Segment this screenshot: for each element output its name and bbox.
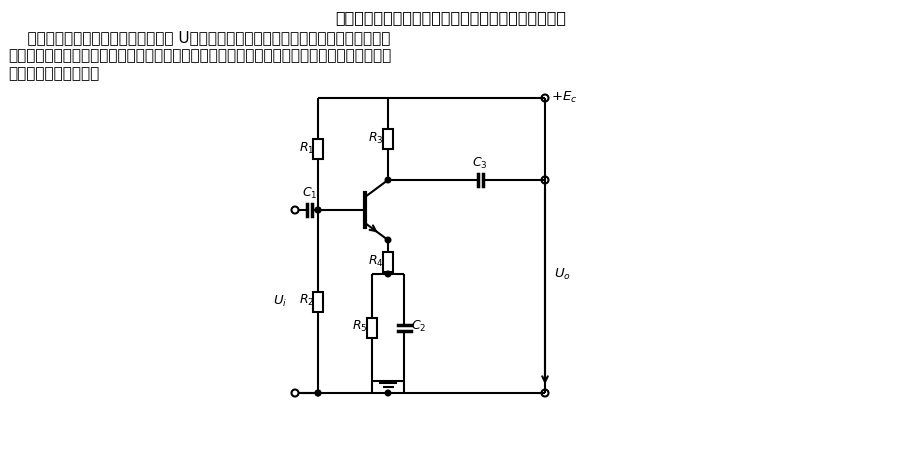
Text: $R_1$: $R_1$ bbox=[299, 141, 314, 156]
Text: $R_3$: $R_3$ bbox=[368, 131, 384, 146]
Circle shape bbox=[385, 271, 391, 277]
Text: $R_2$: $R_2$ bbox=[299, 293, 314, 308]
Text: $+E_c$: $+E_c$ bbox=[551, 89, 577, 104]
Text: $R_4$: $R_4$ bbox=[368, 253, 384, 268]
Text: $C_1$: $C_1$ bbox=[302, 186, 318, 201]
Circle shape bbox=[385, 177, 391, 183]
Text: $C_3$: $C_3$ bbox=[473, 156, 488, 171]
Bar bbox=[383, 129, 393, 149]
Circle shape bbox=[385, 390, 391, 396]
Text: 输出电流，是电流反馈；假想把输入信号短接，反馈信号依然存在，所以是串联反馈。合起来，: 输出电流，是电流反馈；假想把输入信号短接，反馈信号依然存在，所以是串联反馈。合起… bbox=[8, 48, 391, 63]
Text: $R_5$: $R_5$ bbox=[353, 319, 368, 334]
Circle shape bbox=[315, 207, 321, 213]
Bar bbox=[367, 317, 377, 338]
Text: $C_2$: $C_2$ bbox=[411, 319, 427, 334]
Text: 它具有输入阻抗高、放大倍数稳定、通频带宽等优点。: 它具有输入阻抗高、放大倍数稳定、通频带宽等优点。 bbox=[336, 10, 566, 25]
Text: 就是电流串联负反馈。: 就是电流串联负反馈。 bbox=[8, 66, 99, 81]
Circle shape bbox=[315, 390, 321, 396]
Circle shape bbox=[315, 207, 321, 213]
Text: 判断这类反馈电路的方法是；假想把 U。短接等于零，反馈依然存在，所以反馈信号取自: 判断这类反馈电路的方法是；假想把 U。短接等于零，反馈依然存在，所以反馈信号取自 bbox=[8, 30, 391, 45]
Text: $U_o$: $U_o$ bbox=[554, 267, 571, 282]
Bar bbox=[383, 252, 393, 272]
Bar bbox=[313, 291, 323, 311]
Circle shape bbox=[385, 237, 391, 243]
Circle shape bbox=[315, 390, 321, 396]
Bar bbox=[313, 139, 323, 159]
Text: $U_i$: $U_i$ bbox=[272, 294, 287, 309]
